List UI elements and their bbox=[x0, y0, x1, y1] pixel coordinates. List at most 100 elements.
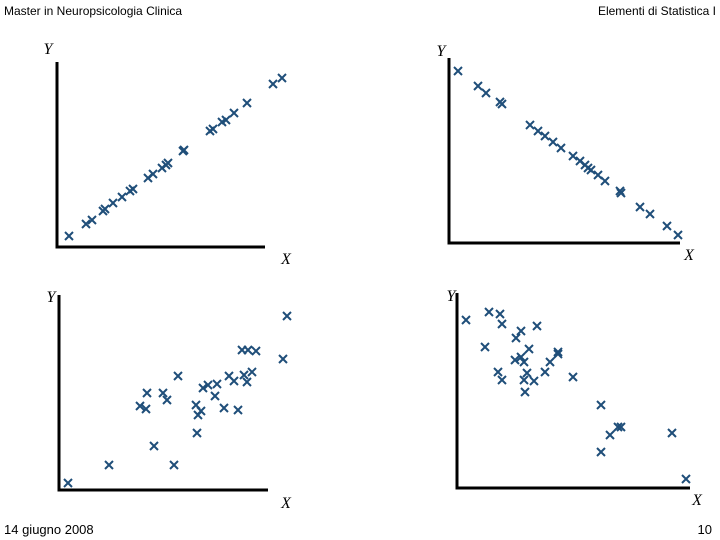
header-left: Master in Neuropsicologia Clinica bbox=[4, 4, 183, 18]
point bbox=[519, 375, 529, 385]
point bbox=[533, 126, 543, 136]
point bbox=[277, 73, 287, 83]
point bbox=[516, 326, 526, 336]
point bbox=[613, 422, 623, 432]
x-axis-label: X bbox=[691, 492, 703, 509]
point bbox=[208, 124, 218, 134]
point bbox=[87, 215, 97, 225]
point bbox=[497, 375, 507, 385]
point bbox=[233, 405, 243, 415]
point bbox=[522, 368, 532, 378]
point bbox=[142, 388, 152, 398]
axes bbox=[57, 295, 268, 492]
point bbox=[473, 81, 483, 91]
point bbox=[162, 395, 172, 405]
point bbox=[681, 474, 691, 484]
point bbox=[497, 319, 507, 329]
point bbox=[497, 99, 507, 109]
x-axis-label: X bbox=[280, 251, 292, 268]
point bbox=[242, 98, 252, 108]
point bbox=[247, 367, 257, 377]
point bbox=[525, 120, 535, 130]
point bbox=[196, 406, 206, 416]
point bbox=[221, 115, 231, 125]
point bbox=[596, 447, 606, 457]
point bbox=[81, 219, 91, 229]
point bbox=[229, 376, 239, 386]
point bbox=[524, 344, 534, 354]
point bbox=[192, 428, 202, 438]
point bbox=[605, 430, 615, 440]
point bbox=[548, 137, 558, 147]
point bbox=[148, 169, 158, 179]
point bbox=[645, 209, 655, 219]
point bbox=[616, 422, 626, 432]
point bbox=[198, 383, 208, 393]
point bbox=[149, 441, 159, 451]
header-right: Elementi di Statistica I bbox=[597, 4, 716, 18]
point bbox=[568, 372, 578, 382]
point bbox=[480, 342, 490, 352]
x-axis-label: X bbox=[280, 495, 292, 512]
y-axis-label: Y bbox=[447, 288, 458, 305]
point bbox=[282, 311, 292, 321]
point bbox=[64, 231, 74, 241]
point bbox=[158, 388, 168, 398]
point bbox=[243, 345, 253, 355]
point bbox=[278, 354, 288, 364]
point bbox=[135, 401, 145, 411]
point bbox=[510, 355, 520, 365]
point bbox=[242, 377, 252, 387]
point bbox=[179, 145, 189, 155]
point bbox=[108, 198, 118, 208]
point bbox=[117, 192, 127, 202]
point bbox=[484, 307, 494, 317]
y-axis-label: Y bbox=[44, 41, 55, 58]
point bbox=[493, 367, 503, 377]
point bbox=[667, 428, 677, 438]
point bbox=[495, 309, 505, 319]
point bbox=[540, 131, 550, 141]
point bbox=[229, 108, 239, 118]
point bbox=[104, 460, 114, 470]
point bbox=[616, 188, 626, 198]
point bbox=[596, 400, 606, 410]
y-axis-label: Y bbox=[47, 289, 58, 306]
point bbox=[568, 151, 578, 161]
point bbox=[511, 333, 521, 343]
axes bbox=[447, 58, 680, 245]
point bbox=[673, 230, 683, 240]
point bbox=[532, 321, 542, 331]
point bbox=[169, 460, 179, 470]
point bbox=[63, 478, 73, 488]
point bbox=[600, 176, 610, 186]
point bbox=[461, 315, 471, 325]
point bbox=[662, 221, 672, 231]
point bbox=[586, 165, 596, 175]
point bbox=[163, 158, 173, 168]
point bbox=[212, 379, 222, 389]
point bbox=[268, 79, 278, 89]
point bbox=[210, 391, 220, 401]
axes bbox=[455, 293, 690, 490]
point bbox=[100, 204, 110, 214]
point bbox=[556, 143, 566, 153]
point bbox=[141, 404, 151, 414]
point bbox=[520, 387, 530, 397]
y-axis-label: Y bbox=[437, 43, 448, 60]
point bbox=[519, 357, 529, 367]
point bbox=[453, 66, 463, 76]
axes bbox=[55, 62, 265, 249]
point bbox=[516, 352, 526, 362]
point bbox=[203, 380, 213, 390]
point bbox=[540, 367, 550, 377]
point bbox=[553, 349, 563, 359]
x-axis-label: X bbox=[683, 247, 695, 264]
point bbox=[251, 346, 261, 356]
point bbox=[529, 376, 539, 386]
point bbox=[635, 202, 645, 212]
footer-date: 14 giugno 2008 bbox=[4, 522, 94, 537]
point bbox=[239, 370, 249, 380]
point bbox=[173, 371, 183, 381]
